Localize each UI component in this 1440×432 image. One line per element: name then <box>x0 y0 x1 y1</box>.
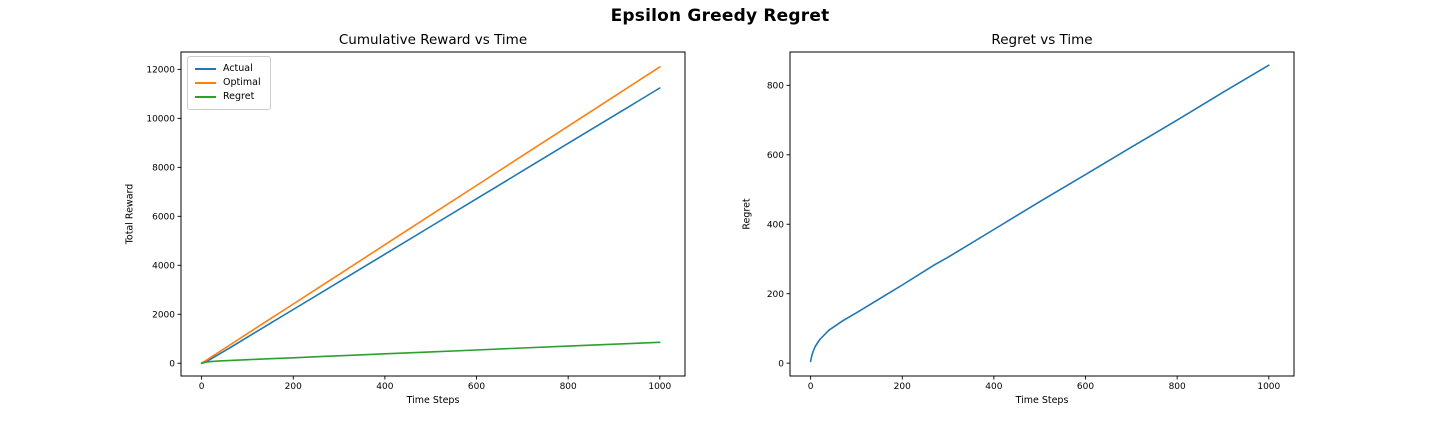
legend-line-regret-icon <box>195 96 216 98</box>
svg-text:10000: 10000 <box>146 115 175 125</box>
legend-line-optimal-icon <box>195 82 216 84</box>
legend-label-regret: Regret <box>223 91 255 102</box>
svg-text:400: 400 <box>376 382 393 392</box>
svg-text:2000: 2000 <box>152 310 175 320</box>
svg-text:0: 0 <box>169 359 175 369</box>
legend-item-actual: Actual <box>195 62 261 76</box>
svg-text:4000: 4000 <box>152 262 175 272</box>
legend-label-actual: Actual <box>223 63 253 74</box>
svg-text:8000: 8000 <box>152 164 175 174</box>
legend-item-optimal: Optimal <box>195 76 261 90</box>
svg-text:0: 0 <box>778 359 784 369</box>
svg-text:200: 200 <box>767 290 784 300</box>
svg-text:800: 800 <box>1169 382 1186 392</box>
svg-text:400: 400 <box>767 220 784 230</box>
svg-text:200: 200 <box>285 382 302 392</box>
legend-item-regret: Regret <box>195 90 261 104</box>
svg-text:1000: 1000 <box>1257 382 1280 392</box>
svg-text:0: 0 <box>808 382 814 392</box>
svg-text:200: 200 <box>894 382 911 392</box>
svg-text:800: 800 <box>767 82 784 92</box>
legend: Actual Optimal Regret <box>187 56 271 110</box>
legend-line-actual-icon <box>195 68 216 70</box>
left-x-axis-label: Time Steps <box>406 395 460 406</box>
svg-text:0: 0 <box>199 382 205 392</box>
svg-text:600: 600 <box>1077 382 1094 392</box>
svg-text:6000: 6000 <box>152 213 175 223</box>
right-x-axis-label: Time Steps <box>1015 395 1069 406</box>
right-chart-title: Regret vs Time <box>991 32 1093 48</box>
left-chart-title: Cumulative Reward vs Time <box>338 32 528 48</box>
svg-text:400: 400 <box>985 382 1002 392</box>
svg-text:600: 600 <box>468 382 485 392</box>
svg-text:12000: 12000 <box>146 66 175 76</box>
svg-text:600: 600 <box>767 151 784 161</box>
legend-label-optimal: Optimal <box>223 77 261 88</box>
svg-text:1000: 1000 <box>648 382 671 392</box>
svg-text:800: 800 <box>560 382 577 392</box>
figure-title: Epsilon Greedy Regret <box>610 6 830 26</box>
